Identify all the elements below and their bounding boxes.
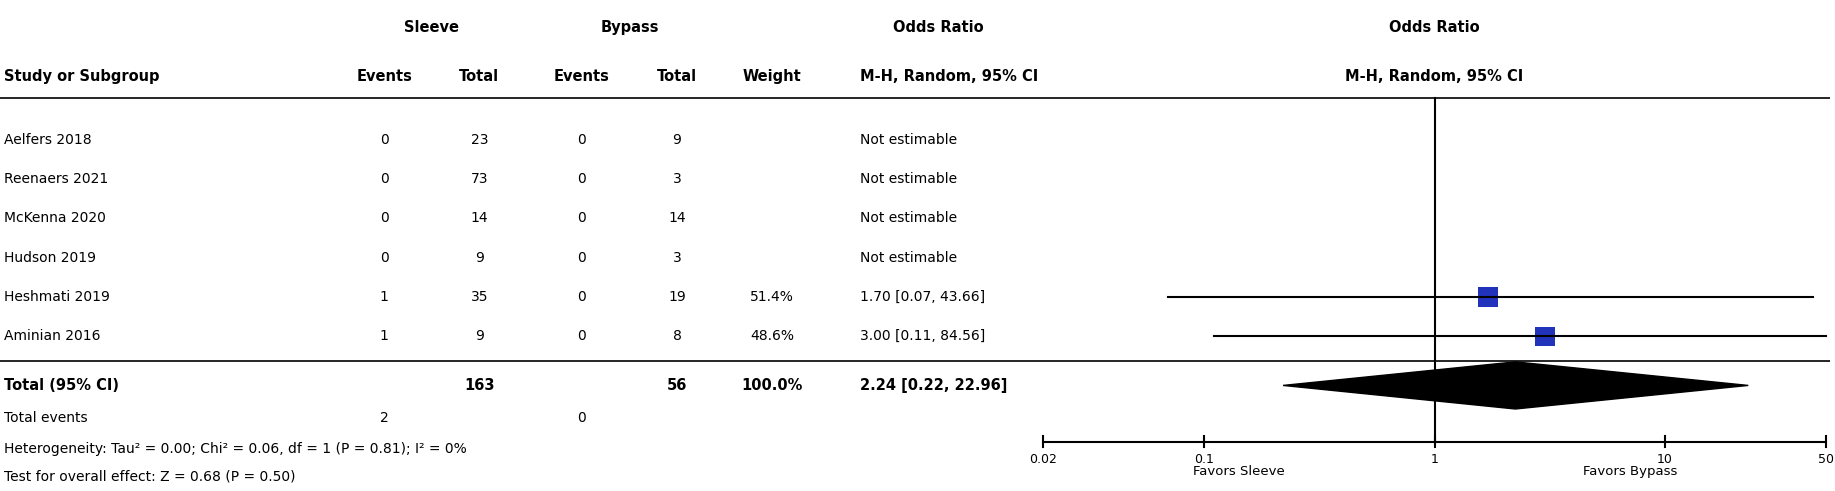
Text: M-H, Random, 95% CI: M-H, Random, 95% CI: [861, 69, 1039, 83]
Text: 0: 0: [578, 411, 585, 425]
Text: 0: 0: [380, 251, 389, 265]
Text: Total: Total: [657, 69, 697, 83]
Text: Heshmati 2019: Heshmati 2019: [4, 290, 110, 304]
Text: 0: 0: [380, 212, 389, 225]
Text: 0.1: 0.1: [1195, 453, 1215, 466]
Text: 51.4%: 51.4%: [751, 290, 795, 304]
Text: Heterogeneity: Tau² = 0.00; Chi² = 0.06, df = 1 (P = 0.81); I² = 0%: Heterogeneity: Tau² = 0.00; Chi² = 0.06,…: [4, 442, 466, 456]
FancyBboxPatch shape: [1534, 327, 1554, 346]
Text: 9: 9: [475, 329, 484, 343]
Text: 3: 3: [673, 172, 681, 186]
Text: 14: 14: [668, 212, 686, 225]
Text: McKenna 2020: McKenna 2020: [4, 212, 106, 225]
Text: 0.02: 0.02: [1029, 453, 1057, 466]
Text: Not estimable: Not estimable: [861, 172, 958, 186]
Text: Reenaers 2021: Reenaers 2021: [4, 172, 108, 186]
Text: 0: 0: [578, 251, 585, 265]
Text: Events: Events: [356, 69, 413, 83]
Text: 1: 1: [380, 290, 389, 304]
Text: 2: 2: [380, 411, 389, 425]
Text: Events: Events: [554, 69, 609, 83]
Text: Odds Ratio: Odds Ratio: [1389, 20, 1479, 34]
Text: 48.6%: 48.6%: [751, 329, 795, 343]
Text: Not estimable: Not estimable: [861, 251, 958, 265]
Text: 23: 23: [470, 133, 488, 147]
Text: 0: 0: [578, 329, 585, 343]
Text: 0: 0: [578, 212, 585, 225]
Polygon shape: [1283, 362, 1749, 409]
Text: 10: 10: [1657, 453, 1674, 466]
Text: 9: 9: [475, 251, 484, 265]
Text: 0: 0: [380, 172, 389, 186]
Text: Aminian 2016: Aminian 2016: [4, 329, 101, 343]
Text: 50: 50: [1818, 453, 1835, 466]
Text: Total events: Total events: [4, 411, 88, 425]
Text: Sleeve: Sleeve: [404, 20, 459, 34]
Text: 0: 0: [578, 133, 585, 147]
Text: 35: 35: [470, 290, 488, 304]
Text: Weight: Weight: [743, 69, 802, 83]
Text: 0: 0: [578, 290, 585, 304]
Text: 9: 9: [673, 133, 681, 147]
Text: 163: 163: [464, 378, 495, 393]
Text: 19: 19: [668, 290, 686, 304]
Text: Not estimable: Not estimable: [861, 212, 958, 225]
Text: 3: 3: [673, 251, 681, 265]
Text: 1: 1: [1431, 453, 1439, 466]
Text: 0: 0: [578, 172, 585, 186]
Text: Study or Subgroup: Study or Subgroup: [4, 69, 160, 83]
Text: 100.0%: 100.0%: [741, 378, 804, 393]
Text: 8: 8: [673, 329, 681, 343]
Text: 0: 0: [380, 133, 389, 147]
Text: Bypass: Bypass: [600, 20, 659, 34]
Text: Hudson 2019: Hudson 2019: [4, 251, 95, 265]
Text: 56: 56: [666, 378, 688, 393]
Text: Favors Bypass: Favors Bypass: [1584, 465, 1677, 478]
Text: Favors Sleeve: Favors Sleeve: [1193, 465, 1284, 478]
FancyBboxPatch shape: [1477, 287, 1497, 307]
Text: 3.00 [0.11, 84.56]: 3.00 [0.11, 84.56]: [861, 329, 985, 343]
Text: 1.70 [0.07, 43.66]: 1.70 [0.07, 43.66]: [861, 290, 985, 304]
Text: M-H, Random, 95% CI: M-H, Random, 95% CI: [1345, 69, 1523, 83]
Text: Total (95% CI): Total (95% CI): [4, 378, 119, 393]
Text: 14: 14: [470, 212, 488, 225]
Text: 73: 73: [470, 172, 488, 186]
Text: 1: 1: [380, 329, 389, 343]
Text: Total: Total: [459, 69, 499, 83]
Text: Not estimable: Not estimable: [861, 133, 958, 147]
Text: 2.24 [0.22, 22.96]: 2.24 [0.22, 22.96]: [861, 378, 1007, 393]
Text: Aelfers 2018: Aelfers 2018: [4, 133, 92, 147]
Text: Test for overall effect: Z = 0.68 (P = 0.50): Test for overall effect: Z = 0.68 (P = 0…: [4, 469, 295, 483]
Text: Odds Ratio: Odds Ratio: [894, 20, 984, 34]
